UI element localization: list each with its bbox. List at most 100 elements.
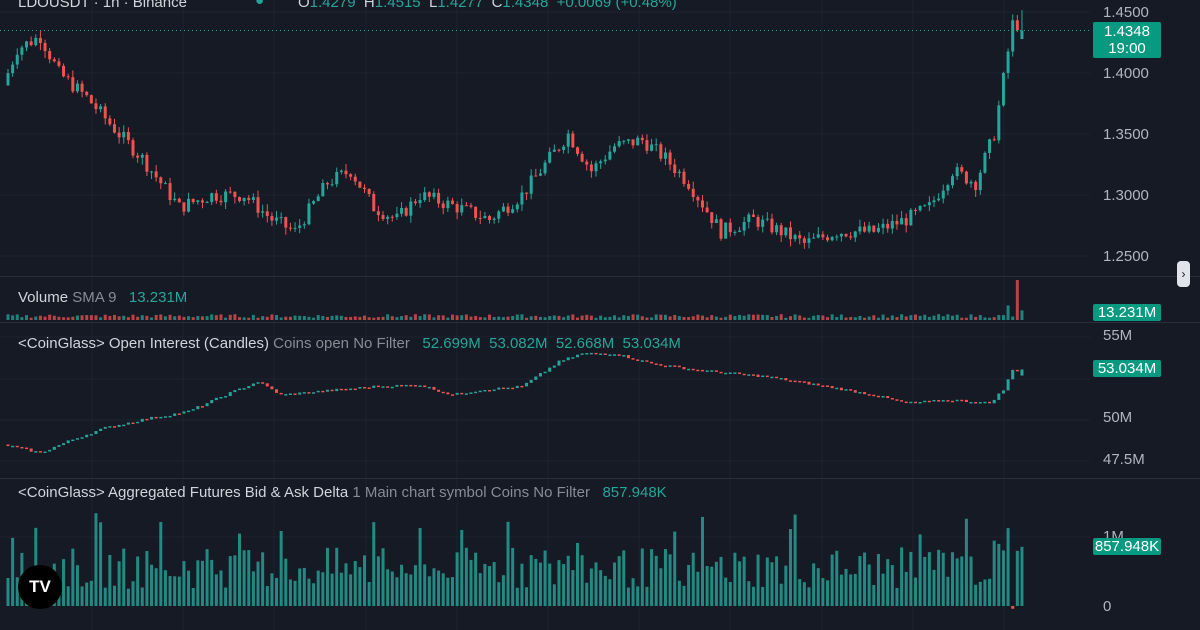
oi-candle <box>886 396 890 399</box>
oi-candle <box>946 400 950 402</box>
delta-bar <box>673 531 677 606</box>
symbol-title: LDOUSDT · 1h · Binance <box>18 0 187 11</box>
price-candle <box>288 227 292 229</box>
oi-candle <box>863 392 867 395</box>
volume-bar <box>182 316 186 320</box>
delta-bar <box>400 564 404 606</box>
volume-bar <box>200 316 204 320</box>
volume-bar <box>265 316 269 320</box>
delta-bar <box>761 586 765 606</box>
price-candle <box>386 216 390 219</box>
price-candle <box>413 201 417 204</box>
oi-candle <box>418 385 422 388</box>
price-candle <box>631 139 635 146</box>
tradingview-logo-icon[interactable]: TV <box>18 565 62 609</box>
price-candle <box>714 219 718 224</box>
price-candle <box>788 227 792 240</box>
volume-bar <box>520 314 524 320</box>
delta-bar <box>460 529 464 606</box>
delta-bar <box>381 548 385 606</box>
delta-bar <box>904 571 908 606</box>
volume-bar <box>455 315 459 320</box>
oi-badge: 53.034M <box>1093 360 1161 377</box>
price-candle <box>71 77 75 92</box>
oi-candle <box>1011 369 1015 380</box>
volume-bar <box>122 315 126 320</box>
oi-candle <box>48 449 52 452</box>
delta-bar <box>288 579 292 606</box>
oi-candle <box>265 383 269 387</box>
volume-bar <box>960 317 964 320</box>
volume-bar <box>964 317 968 320</box>
oi-candle <box>492 389 496 392</box>
oi-candle <box>960 399 964 402</box>
volume-bar <box>881 314 885 320</box>
volume-bar <box>687 316 691 320</box>
volume-bar <box>816 315 820 320</box>
volume-bar <box>557 315 561 320</box>
volume-bar <box>844 317 848 320</box>
volume-bar <box>163 316 167 320</box>
delta-bar <box>89 580 93 606</box>
delta-bar <box>909 551 913 606</box>
oi-candle <box>608 354 612 357</box>
price-candle <box>372 194 376 212</box>
price-candle <box>594 163 598 172</box>
delta-bar <box>205 549 209 606</box>
volume-bar <box>988 317 992 320</box>
price-candle <box>603 159 607 162</box>
oi-candle <box>687 368 691 371</box>
price-candle <box>575 147 579 154</box>
volume-bar <box>474 315 478 320</box>
volume-bar <box>492 317 496 320</box>
volume-bar <box>145 315 149 320</box>
oi-candle <box>270 386 274 390</box>
price-candle <box>140 154 144 158</box>
price-tick: 1.3500 <box>1103 126 1149 143</box>
volume-bar <box>80 315 84 320</box>
volume-bar <box>650 317 654 320</box>
volume-bar <box>701 315 704 320</box>
oi-candle <box>900 400 904 402</box>
volume-bar <box>937 314 941 320</box>
volume-bar <box>363 315 367 320</box>
delta-bar <box>821 578 825 606</box>
delta-bar <box>654 555 658 606</box>
delta-bar <box>788 529 792 606</box>
volume-bar <box>506 316 510 320</box>
delta-bar <box>210 559 214 606</box>
oi-candle <box>150 416 154 420</box>
oi-candle <box>413 385 417 387</box>
delta-bar <box>168 576 172 606</box>
price-candle <box>844 233 848 237</box>
price-candle <box>807 238 811 243</box>
oi-candle <box>705 370 709 372</box>
volume-bar <box>344 316 348 320</box>
price-candle <box>145 154 149 172</box>
delta-bar <box>844 568 848 606</box>
price-candle <box>640 137 644 141</box>
delta-bar <box>242 550 246 606</box>
oi-candle <box>807 381 811 385</box>
delta-bar <box>960 556 964 606</box>
delta-bar <box>256 561 260 606</box>
delta-bar <box>594 562 598 606</box>
oi-candle <box>978 402 982 404</box>
price-candle <box>673 164 677 173</box>
price-candle <box>478 217 482 219</box>
oi-candle <box>497 387 501 390</box>
delta-bar <box>913 577 917 606</box>
delta-bar <box>325 547 329 606</box>
delta-bar <box>557 560 561 606</box>
price-candle <box>988 139 992 153</box>
volume-bar <box>233 314 237 320</box>
delta-bar <box>1001 550 1005 606</box>
price-candle <box>48 51 52 60</box>
oi-candle <box>812 383 816 386</box>
oi-candle <box>724 372 728 375</box>
collapse-toggle-icon[interactable]: › <box>1177 261 1190 287</box>
price-candle <box>802 238 806 243</box>
delta-bar <box>668 554 672 606</box>
volume-bar <box>247 317 251 320</box>
